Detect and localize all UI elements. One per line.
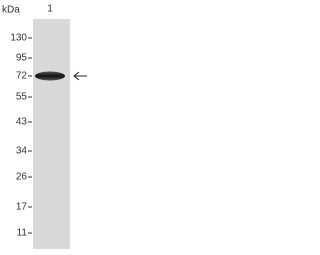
- marker-ladder: 130 95 72 55 43 34 26 17 11: [10, 33, 32, 239]
- membrane: [33, 19, 70, 249]
- marker-label: 11: [17, 228, 28, 239]
- marker-label: 55: [16, 92, 28, 103]
- marker-label: 95: [16, 53, 28, 64]
- marker-label: 34: [16, 146, 28, 157]
- lane-label: 1: [47, 4, 53, 15]
- marker-label: 17: [16, 202, 28, 213]
- marker-label: 130: [10, 33, 27, 44]
- marker-label: 43: [16, 117, 28, 128]
- blot-figure: kDa 1 130 95 72 55 43 34 26 17 11: [2, 4, 87, 249]
- unit-label: kDa: [2, 5, 20, 16]
- marker-label: 26: [16, 172, 28, 183]
- arrow: [73, 71, 87, 81]
- band: [35, 71, 65, 81]
- marker-label: 72: [16, 71, 28, 82]
